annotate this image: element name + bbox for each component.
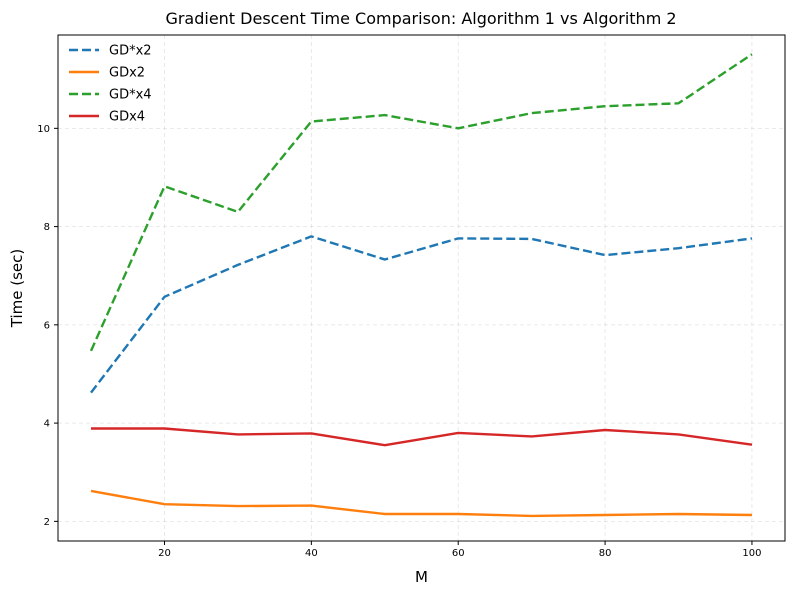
x-axis-label: M: [415, 568, 428, 586]
y-tick-label: 2: [44, 517, 50, 528]
y-tick-label: 4: [44, 419, 50, 430]
y-tick-label: 6: [44, 320, 50, 331]
legend-label-2: GD*x4: [109, 88, 152, 103]
series-lines: [89, 53, 753, 518]
x-tick-label: 20: [158, 548, 171, 559]
x-tick-label: 80: [599, 548, 612, 559]
series-line-0: [90, 235, 753, 394]
x-tick-label: 100: [742, 548, 761, 559]
legend-label-0: GD*x2: [109, 44, 152, 59]
y-tick-label: 8: [44, 222, 50, 233]
chart-title: Gradient Descent Time Comparison: Algori…: [165, 9, 676, 28]
legend-label-3: GDx4: [109, 110, 145, 125]
x-axis-ticks: 20 40 60 80 100: [158, 541, 762, 559]
plot-frame: [57, 34, 786, 542]
y-tick-label: 10: [37, 124, 50, 135]
series-line-2: [89, 53, 753, 352]
series-line-3: [91, 427, 753, 447]
x-tick-label: 60: [452, 548, 465, 559]
series-line-1: [90, 489, 753, 518]
y-axis-label: Time (sec): [8, 249, 26, 328]
legend-label-1: GDx2: [109, 66, 145, 81]
grid: [58, 35, 785, 541]
x-tick-label: 40: [305, 548, 318, 559]
y-axis-ticks: 2 4 6 8 10: [37, 124, 58, 528]
legend: GD*x2 GDx2 GD*x4 GDx4: [69, 44, 152, 125]
